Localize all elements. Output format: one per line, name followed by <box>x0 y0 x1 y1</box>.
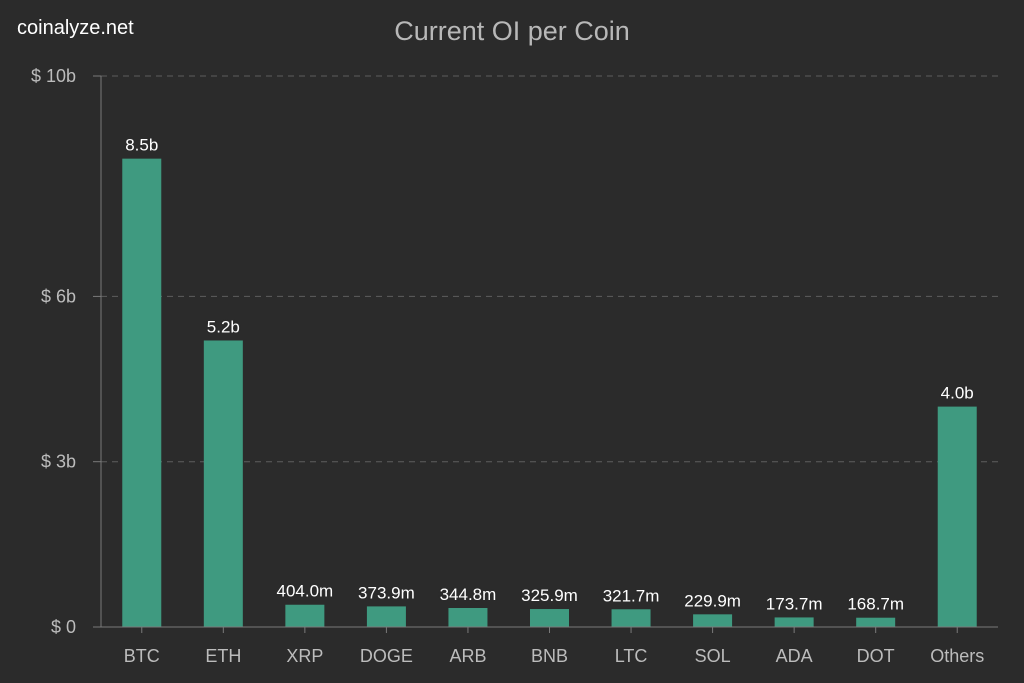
x-tick-label-bnb: BNB <box>531 646 568 666</box>
y-tick-label-2: $ 6b <box>41 286 76 306</box>
bar-ada[interactable] <box>774 617 814 627</box>
data-label-bnb: 325.9m <box>521 586 578 605</box>
bar-dot[interactable] <box>856 617 896 627</box>
x-tick-label-ada: ADA <box>776 646 813 666</box>
bar-doge[interactable] <box>366 606 406 627</box>
data-label-sol: 229.9m <box>684 591 741 610</box>
bar-sol[interactable] <box>693 614 733 627</box>
x-tick-label-arb: ARB <box>449 646 486 666</box>
data-labels: 8.5b 5.2b 404.0m 373.9m 344.8m 325.9m 321.7m 22… <box>124 134 976 615</box>
data-label-others: 4.0b <box>941 384 974 403</box>
bar-others[interactable] <box>937 406 977 627</box>
data-label-ada: 173.7m <box>766 594 823 613</box>
x-tick-label-btc: BTC <box>124 646 160 666</box>
x-tick-label-others: Others <box>930 646 984 666</box>
data-label-dot: 168.7m <box>847 595 904 614</box>
x-tick-label-doge: DOGE <box>360 646 413 666</box>
x-tick-label-sol: SOL <box>695 646 731 666</box>
x-axis: BTC ETH XRP DOGE ARB BNB LTC SOL ADA DOT Others <box>93 626 998 666</box>
x-tick-label-xrp: XRP <box>286 646 323 666</box>
data-label-arb: 344.8m <box>440 585 497 604</box>
x-tick-label-dot: DOT <box>857 646 895 666</box>
y-tick-label-1: $ 3b <box>41 452 76 472</box>
y-axis: $ 0 $ 3b $ 6b $ 10b <box>31 66 102 637</box>
watermark: coinalyze.net <box>17 17 134 39</box>
bar-eth[interactable] <box>203 340 243 627</box>
bar-arb[interactable] <box>448 608 488 627</box>
data-label-doge: 373.9m <box>358 583 415 602</box>
data-label-ltc: 321.7m <box>603 586 660 605</box>
x-tick-label-ltc: LTC <box>615 646 648 666</box>
chart-title: Current OI per Coin <box>394 16 630 46</box>
data-label-xrp: 404.0m <box>277 582 334 601</box>
y-tick-label-3: $ 10b <box>31 66 76 86</box>
data-label-btc: 8.5b <box>125 136 158 155</box>
bar-btc[interactable] <box>122 158 162 627</box>
data-label-eth: 5.2b <box>207 317 240 336</box>
y-tick-label-0: $ 0 <box>51 617 76 637</box>
bar-bnb[interactable] <box>530 609 569 627</box>
x-tick-label-eth: ETH <box>205 646 241 666</box>
bar-xrp[interactable] <box>285 604 325 627</box>
bar-ltc[interactable] <box>611 609 651 627</box>
bars <box>122 158 977 627</box>
